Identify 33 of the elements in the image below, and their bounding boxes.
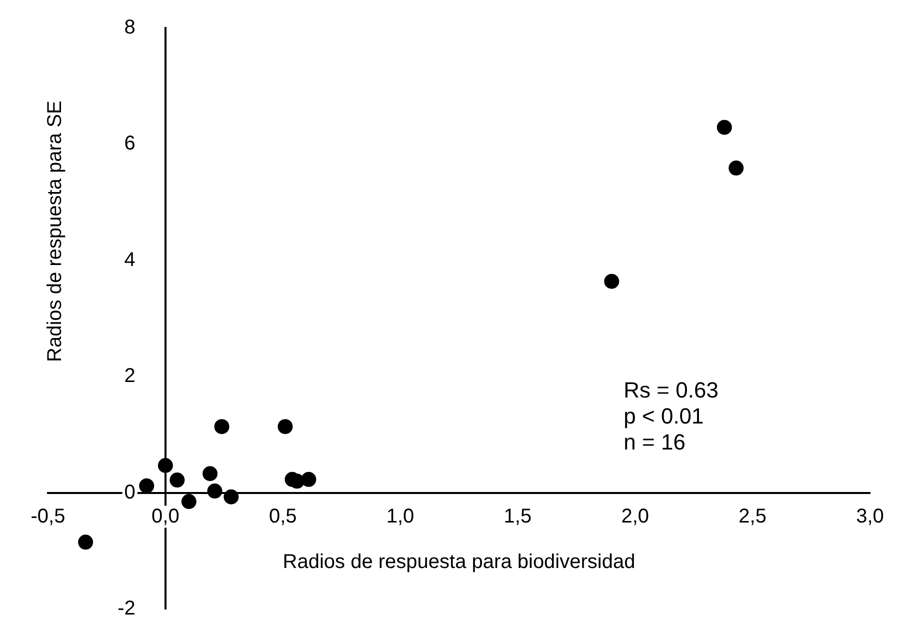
point: [301, 472, 316, 487]
point: [224, 489, 239, 504]
point: [728, 160, 744, 176]
x-tick-label: 0,0: [152, 505, 180, 528]
x-tick-label: -0,5: [30, 505, 66, 528]
annotation: p < 0.01: [624, 404, 704, 429]
y-tick-label: 8: [124, 16, 136, 39]
y-tick-label: 2: [124, 365, 136, 388]
y-tick-label: 4: [124, 248, 136, 271]
y-axis-title: Radios de respuesta para SE: [44, 100, 66, 362]
point: [207, 484, 222, 499]
x-tick-label: 0,5: [268, 505, 297, 528]
x-tick-label: 2,5: [738, 505, 766, 528]
annotation: Rs = 0.63: [624, 378, 718, 403]
point: [158, 458, 173, 473]
annotation: n = 16: [624, 430, 686, 455]
y-tick-label: -2: [118, 598, 136, 620]
x-tick-label: 2,0: [621, 505, 650, 528]
point: [604, 274, 620, 289]
point: [78, 534, 94, 550]
point: [214, 419, 230, 434]
point: [170, 472, 185, 488]
y-tick-label: 6: [124, 132, 136, 155]
point: [716, 120, 732, 135]
point: [278, 419, 293, 434]
x-tick-label: 3,0: [856, 505, 884, 528]
x-tick-label: 1,5: [504, 505, 532, 528]
point: [202, 466, 218, 482]
x-axis-title: Radios de respuesta para biodiversidad: [282, 551, 636, 574]
y-tick-label: 0: [124, 481, 136, 504]
point: [181, 494, 196, 510]
point: [139, 478, 154, 494]
x-tick-label: 1,0: [386, 505, 414, 528]
